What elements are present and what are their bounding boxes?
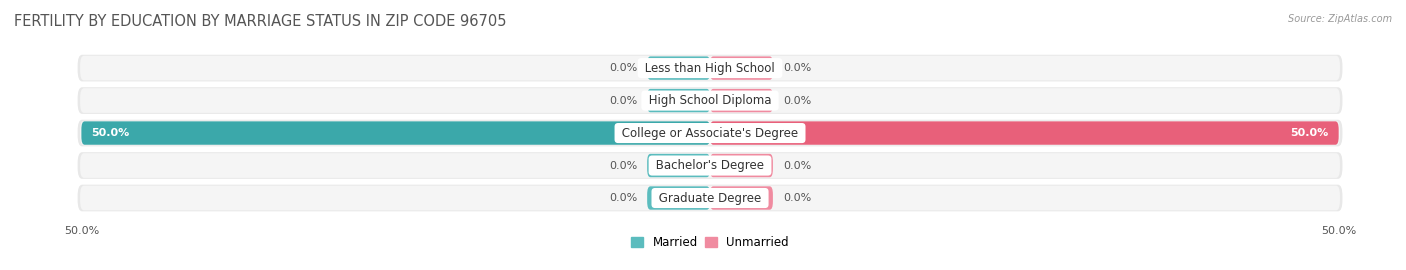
Text: Bachelor's Degree: Bachelor's Degree xyxy=(652,159,768,172)
FancyBboxPatch shape xyxy=(710,56,773,80)
Text: 0.0%: 0.0% xyxy=(609,96,637,106)
FancyBboxPatch shape xyxy=(82,121,710,145)
FancyBboxPatch shape xyxy=(77,87,1343,114)
FancyBboxPatch shape xyxy=(647,186,710,210)
Text: Graduate Degree: Graduate Degree xyxy=(655,191,765,204)
FancyBboxPatch shape xyxy=(80,186,1340,210)
Text: 50.0%: 50.0% xyxy=(1291,128,1329,138)
Text: College or Associate's Degree: College or Associate's Degree xyxy=(619,127,801,140)
FancyBboxPatch shape xyxy=(647,56,710,80)
FancyBboxPatch shape xyxy=(77,120,1343,146)
Text: 0.0%: 0.0% xyxy=(783,161,811,171)
Text: 50.0%: 50.0% xyxy=(91,128,129,138)
FancyBboxPatch shape xyxy=(80,121,1340,145)
Text: 0.0%: 0.0% xyxy=(783,96,811,106)
FancyBboxPatch shape xyxy=(647,154,710,177)
FancyBboxPatch shape xyxy=(77,185,1343,211)
FancyBboxPatch shape xyxy=(710,89,773,112)
Text: 0.0%: 0.0% xyxy=(783,193,811,203)
Text: Less than High School: Less than High School xyxy=(641,62,779,75)
Text: 0.0%: 0.0% xyxy=(609,193,637,203)
FancyBboxPatch shape xyxy=(80,88,1340,113)
Text: Source: ZipAtlas.com: Source: ZipAtlas.com xyxy=(1288,14,1392,23)
FancyBboxPatch shape xyxy=(710,154,773,177)
FancyBboxPatch shape xyxy=(80,56,1340,80)
FancyBboxPatch shape xyxy=(77,55,1343,82)
Legend: Married, Unmarried: Married, Unmarried xyxy=(627,231,793,254)
Text: 0.0%: 0.0% xyxy=(609,63,637,73)
Text: FERTILITY BY EDUCATION BY MARRIAGE STATUS IN ZIP CODE 96705: FERTILITY BY EDUCATION BY MARRIAGE STATU… xyxy=(14,14,506,29)
FancyBboxPatch shape xyxy=(710,121,1339,145)
FancyBboxPatch shape xyxy=(647,89,710,112)
Text: 0.0%: 0.0% xyxy=(783,63,811,73)
FancyBboxPatch shape xyxy=(80,153,1340,178)
Text: High School Diploma: High School Diploma xyxy=(645,94,775,107)
Text: 0.0%: 0.0% xyxy=(609,161,637,171)
FancyBboxPatch shape xyxy=(77,152,1343,179)
FancyBboxPatch shape xyxy=(710,186,773,210)
